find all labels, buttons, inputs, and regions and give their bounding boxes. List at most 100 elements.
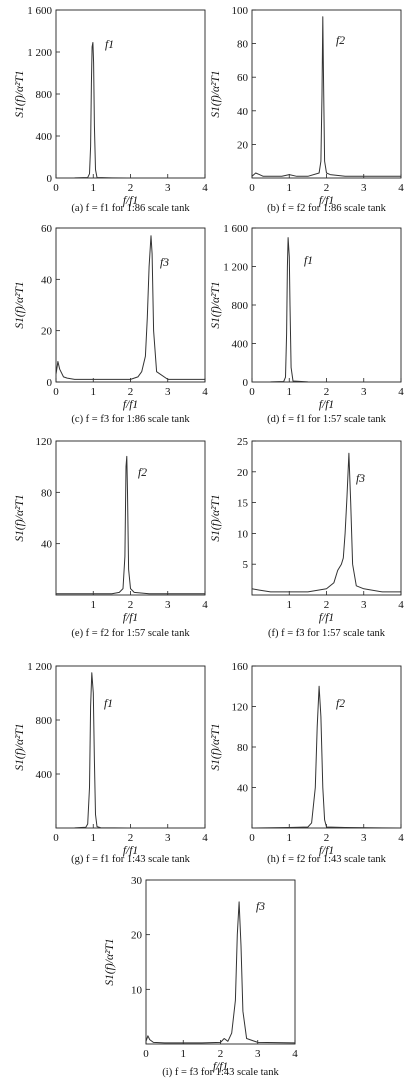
plot-frame — [251, 9, 402, 179]
plot-frame — [55, 9, 206, 179]
panel-caption: (b) f = f2 for 1:86 scale tank — [267, 203, 387, 214]
panel-caption: (a) f = f1 for 1:86 scale tank — [71, 203, 190, 214]
x-tick-label: 2 — [324, 182, 330, 194]
y-tick-label: 60 — [41, 223, 53, 235]
y-tick-label: 20 — [131, 930, 143, 942]
panel-0: 0 1 2 3 4 0 400 800 1 200 1 600 S1(f)/α²T1 f/f1(a) … — [14, 5, 208, 214]
plot-frame — [55, 665, 206, 829]
y-axis-label: S1(f)/α²T1 — [14, 494, 26, 541]
x-tick-label: 4 — [202, 182, 208, 194]
peak-label: f3 — [356, 473, 365, 485]
y-tick-label: 0 — [47, 173, 53, 185]
y-tick-label: 20 — [237, 139, 249, 151]
y-tick-label: 40 — [237, 106, 249, 118]
x-tick-label: 0 — [53, 182, 59, 194]
y-tick-label: 1 600 — [223, 223, 248, 235]
x-tick-label: 0 — [249, 832, 255, 844]
x-tick-label: 3 — [165, 386, 171, 398]
x-tick-label: 4 — [202, 832, 208, 844]
y-tick-label: 400 — [36, 131, 53, 143]
panel-caption: (i) f = f3 for 1:43 scale tank — [162, 1067, 279, 1078]
y-tick-label: 40 — [237, 783, 249, 795]
y-tick-label: 0 — [47, 377, 53, 389]
y-tick-label: 20 — [237, 467, 249, 479]
plot-frame — [251, 665, 402, 829]
x-tick-label: 3 — [165, 599, 171, 611]
y-tick-label: 800 — [36, 89, 53, 101]
x-axis-label: f/f1 — [123, 612, 138, 624]
x-axis-label: f/f1 — [319, 612, 334, 624]
plot-frame — [55, 440, 206, 596]
x-axis-label: f/f1 — [319, 195, 334, 207]
x-tick-label: 0 — [53, 386, 59, 398]
y-tick-label: 400 — [36, 769, 53, 781]
x-tick-label: 2 — [128, 182, 134, 194]
y-tick-label: 1 200 — [27, 661, 52, 673]
peak-label: f3 — [160, 257, 169, 269]
panel-caption: (c) f = f3 for 1:86 scale tank — [71, 414, 190, 425]
x-tick-label: 1 — [91, 182, 97, 194]
plot-frame — [251, 227, 402, 383]
panel-5: 1 2 3 4 5 10 15 20 25 S1(f)/α²T1 f/f1 (f) f = f3 fo… — [210, 436, 404, 639]
plot-frame — [145, 879, 296, 1045]
y-tick-label: 30 — [131, 875, 143, 887]
panel-caption: (e) f = f2 for 1:57 scale tank — [71, 628, 190, 639]
peak-label: f2 — [336, 698, 345, 710]
x-tick-label: 2 — [128, 599, 134, 611]
spectrum-line — [251, 237, 401, 383]
x-tick-label: 1 — [287, 832, 293, 844]
x-tick-label: 1 — [287, 599, 293, 611]
x-tick-label: 3 — [361, 599, 367, 611]
x-tick-label: 0 — [143, 1048, 149, 1060]
y-axis-label: S1(f)/α²T1 — [104, 938, 116, 985]
panel-4: 1 2 3 4 40 80 120 S1(f)/α²T1 f/f1 (e) f = f2 for … — [14, 436, 208, 639]
x-tick-label: 1 — [287, 386, 293, 398]
x-tick-label: 4 — [398, 832, 404, 844]
y-tick-label: 15 — [237, 498, 249, 510]
spectrum-line — [251, 16, 401, 177]
y-axis-label: S1(f)/α²T1 — [14, 723, 26, 770]
y-tick-label: 800 — [36, 715, 53, 727]
peak-label: f3 — [256, 901, 265, 913]
x-tick-label: 2 — [324, 386, 330, 398]
panel-caption: (d) f = f1 for 1:57 scale tank — [267, 414, 387, 425]
peak-label: f1 — [105, 39, 114, 51]
x-tick-label: 2 — [128, 386, 134, 398]
spectrum-line — [145, 901, 296, 1044]
x-tick-label: 1 — [91, 599, 97, 611]
x-tick-label: 3 — [165, 182, 171, 194]
spectrum-line — [55, 672, 205, 829]
peak-label: f1 — [304, 255, 313, 267]
y-tick-label: 1 200 — [27, 47, 52, 59]
panel-3: 0 1 2 3 4 0 400 800 1 200 1 600 S1(f)/α²T1 f/f1 (d) … — [210, 223, 404, 425]
spectrum-line — [251, 452, 401, 593]
x-tick-label: 4 — [398, 386, 404, 398]
y-tick-label: 80 — [237, 742, 249, 754]
y-tick-label: 1 600 — [27, 5, 52, 17]
panel-caption: (g) f = f1 for 1:43 scale tank — [71, 854, 191, 865]
y-tick-label: 800 — [232, 300, 249, 312]
panel-6: 0 1 2 3 4 400 800 1 200 S1(f)/α²T1 f/f1(g) f = f1… — [14, 661, 208, 865]
panel-7: 0 1 2 3 4 40 80 120 160 S1(f)/α²T1 f/f1(h) f = f2 … — [210, 661, 404, 865]
y-tick-label: 160 — [232, 661, 249, 673]
y-tick-label: 60 — [237, 72, 249, 84]
x-tick-label: 1 — [181, 1048, 187, 1060]
y-tick-label: 10 — [131, 984, 143, 996]
y-tick-label: 80 — [41, 487, 53, 499]
y-tick-label: 40 — [41, 274, 53, 286]
y-tick-label: 25 — [237, 436, 249, 448]
x-axis-label: f/f1 — [213, 1061, 228, 1073]
y-tick-label: 5 — [243, 559, 249, 571]
y-tick-label: 100 — [232, 5, 249, 17]
y-axis-label: S1(f)/α²T1 — [210, 70, 222, 117]
x-tick-label: 4 — [398, 599, 404, 611]
x-axis-label: f/f1 — [319, 399, 334, 411]
y-tick-label: 40 — [41, 539, 53, 551]
x-tick-label: 4 — [398, 182, 404, 194]
y-axis-label: S1(f)/α²T1 — [210, 723, 222, 770]
x-tick-label: 1 — [91, 386, 97, 398]
y-tick-label: 0 — [243, 377, 249, 389]
plot-frame — [55, 227, 206, 383]
